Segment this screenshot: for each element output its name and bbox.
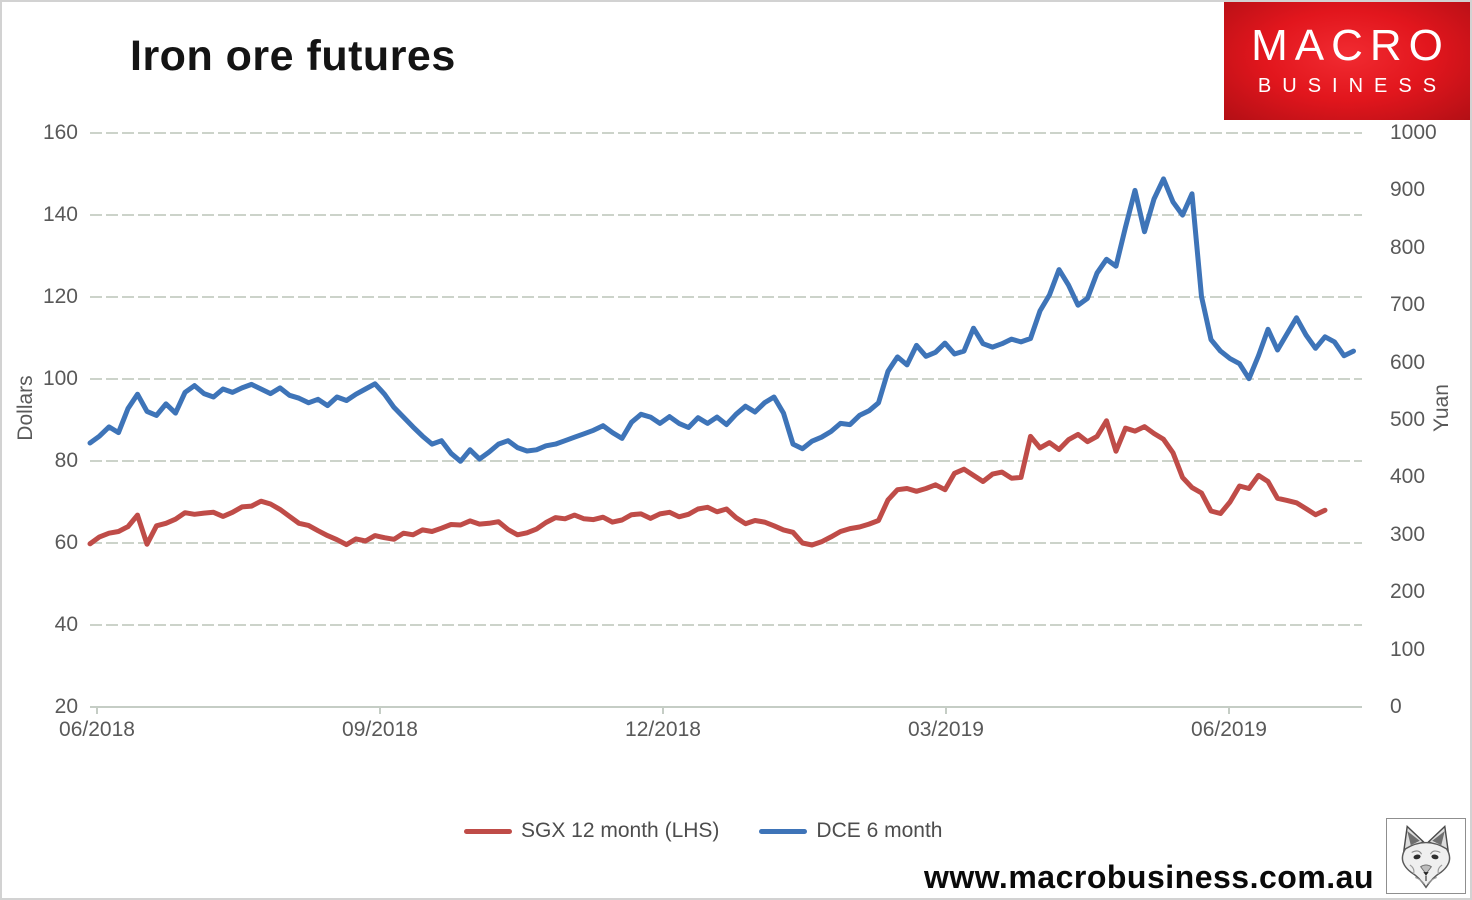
right-axis-tick-label: 700 bbox=[1390, 293, 1426, 317]
left-axis-tick-label: 80 bbox=[54, 449, 78, 472]
dce-blue-line-swatch bbox=[759, 828, 808, 834]
logo-text-business: BUSINESS bbox=[1257, 75, 1448, 97]
logo-text-macro: MACRO bbox=[1251, 21, 1450, 70]
right-axis-tick-label: 500 bbox=[1390, 408, 1426, 431]
right-axis-tick-label: 300 bbox=[1390, 522, 1426, 546]
left-axis-tick-label: 160 bbox=[42, 121, 78, 144]
chart-legend: SGX 12 month (LHS) DCE 6 month bbox=[464, 819, 942, 843]
x-axis-tick-label: 06/2018 bbox=[59, 718, 135, 741]
dce-series-line bbox=[87, 176, 1356, 464]
right-axis-tick-label: 400 bbox=[1390, 465, 1426, 489]
right-axis-tick-label: 200 bbox=[1390, 580, 1426, 604]
left-axis-tick-label: 100 bbox=[42, 367, 78, 390]
right-axis-tick-label: 1000 bbox=[1390, 121, 1437, 144]
fox-sketch-icon bbox=[1401, 824, 1451, 889]
x-axis-tick-label: 12/2018 bbox=[625, 718, 701, 741]
right-axis-tick-label: 0 bbox=[1390, 695, 1402, 718]
sgx-series-line bbox=[87, 418, 1328, 548]
right-axis-tick-label: 100 bbox=[1390, 637, 1426, 661]
right-axis-tick-label: 800 bbox=[1390, 235, 1426, 259]
legend-label-dce: DCE 6 month bbox=[816, 819, 943, 842]
left-axis-tick-label: 20 bbox=[54, 695, 78, 718]
right-axis-tick-label: 600 bbox=[1390, 350, 1426, 374]
left-axis-title: Dollars bbox=[14, 375, 37, 441]
left-axis-tick-label: 120 bbox=[42, 285, 78, 308]
left-axis-tick-label: 60 bbox=[54, 531, 78, 554]
right-axis-tick-label: 900 bbox=[1390, 178, 1426, 202]
left-axis-tick-label: 40 bbox=[54, 613, 78, 636]
fox-logo bbox=[1386, 818, 1466, 894]
website-url: www.macrobusiness.com.au bbox=[923, 859, 1374, 895]
chart-title: Iron ore futures bbox=[130, 32, 456, 80]
left-axis-tick-label: 140 bbox=[42, 203, 78, 226]
x-axis-tick-label: 06/2019 bbox=[1191, 718, 1267, 741]
x-axis-tick-label: 09/2018 bbox=[342, 718, 418, 741]
right-axis-title: Yuan bbox=[1430, 384, 1453, 432]
sgx-red-line-swatch bbox=[464, 828, 512, 834]
x-axis-tick-label: 03/2019 bbox=[908, 718, 984, 741]
legend-label-sgx: SGX 12 month (LHS) bbox=[521, 819, 720, 842]
macrobusiness-logo: MACRO BUSINESS bbox=[1224, 2, 1470, 120]
